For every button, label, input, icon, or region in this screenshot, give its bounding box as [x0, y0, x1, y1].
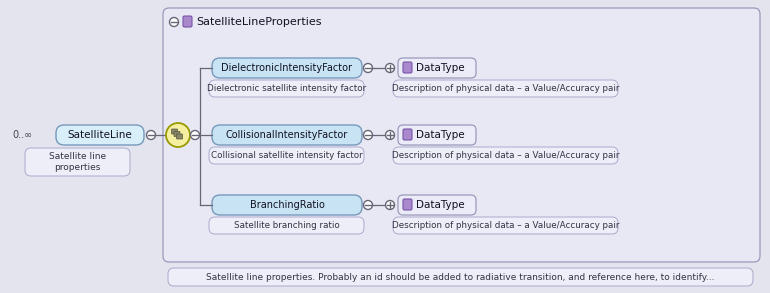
FancyBboxPatch shape [403, 199, 412, 210]
FancyBboxPatch shape [168, 268, 753, 286]
Text: CollisionalIntensityFactor: CollisionalIntensityFactor [226, 130, 348, 140]
Text: SatelliteLineProperties: SatelliteLineProperties [196, 17, 322, 27]
FancyBboxPatch shape [172, 129, 178, 134]
FancyBboxPatch shape [183, 16, 192, 27]
Text: 0..∞: 0..∞ [12, 130, 32, 140]
Text: Description of physical data – a Value/Accuracy pair: Description of physical data – a Value/A… [392, 151, 619, 160]
FancyBboxPatch shape [398, 58, 476, 78]
Circle shape [363, 200, 373, 209]
Text: Collisional satellite intensity factor: Collisional satellite intensity factor [211, 151, 363, 160]
FancyBboxPatch shape [212, 125, 362, 145]
FancyBboxPatch shape [209, 80, 364, 97]
Text: Satellite line
properties: Satellite line properties [49, 152, 106, 172]
FancyBboxPatch shape [393, 80, 618, 97]
Text: DataType: DataType [416, 130, 464, 140]
Circle shape [166, 123, 190, 147]
FancyBboxPatch shape [398, 125, 476, 145]
FancyBboxPatch shape [403, 129, 412, 140]
Circle shape [363, 64, 373, 72]
FancyBboxPatch shape [176, 134, 182, 139]
FancyBboxPatch shape [212, 195, 362, 215]
FancyBboxPatch shape [403, 62, 412, 73]
Text: BranchingRatio: BranchingRatio [249, 200, 324, 210]
FancyBboxPatch shape [393, 217, 618, 234]
FancyBboxPatch shape [56, 125, 144, 145]
Text: SatelliteLine: SatelliteLine [68, 130, 132, 140]
Circle shape [190, 130, 199, 139]
Text: Satellite branching ratio: Satellite branching ratio [233, 221, 340, 230]
Circle shape [363, 130, 373, 139]
FancyBboxPatch shape [209, 217, 364, 234]
Text: Satellite line properties. Probably an id should be added to radiative transitio: Satellite line properties. Probably an i… [206, 272, 715, 282]
Text: DataType: DataType [416, 200, 464, 210]
Circle shape [386, 200, 394, 209]
FancyBboxPatch shape [209, 147, 364, 164]
Circle shape [386, 130, 394, 139]
Text: Description of physical data – a Value/Accuracy pair: Description of physical data – a Value/A… [392, 221, 619, 230]
Circle shape [146, 130, 156, 139]
FancyBboxPatch shape [174, 132, 180, 137]
Text: DataType: DataType [416, 63, 464, 73]
FancyBboxPatch shape [25, 148, 130, 176]
Text: Dielectronic satellite intensity factor: Dielectronic satellite intensity factor [207, 84, 366, 93]
Text: DielectronicIntensityFactor: DielectronicIntensityFactor [222, 63, 353, 73]
FancyBboxPatch shape [163, 8, 760, 262]
FancyBboxPatch shape [212, 58, 362, 78]
FancyBboxPatch shape [398, 195, 476, 215]
Circle shape [169, 18, 179, 26]
FancyBboxPatch shape [393, 147, 618, 164]
Text: Description of physical data – a Value/Accuracy pair: Description of physical data – a Value/A… [392, 84, 619, 93]
Circle shape [386, 64, 394, 72]
